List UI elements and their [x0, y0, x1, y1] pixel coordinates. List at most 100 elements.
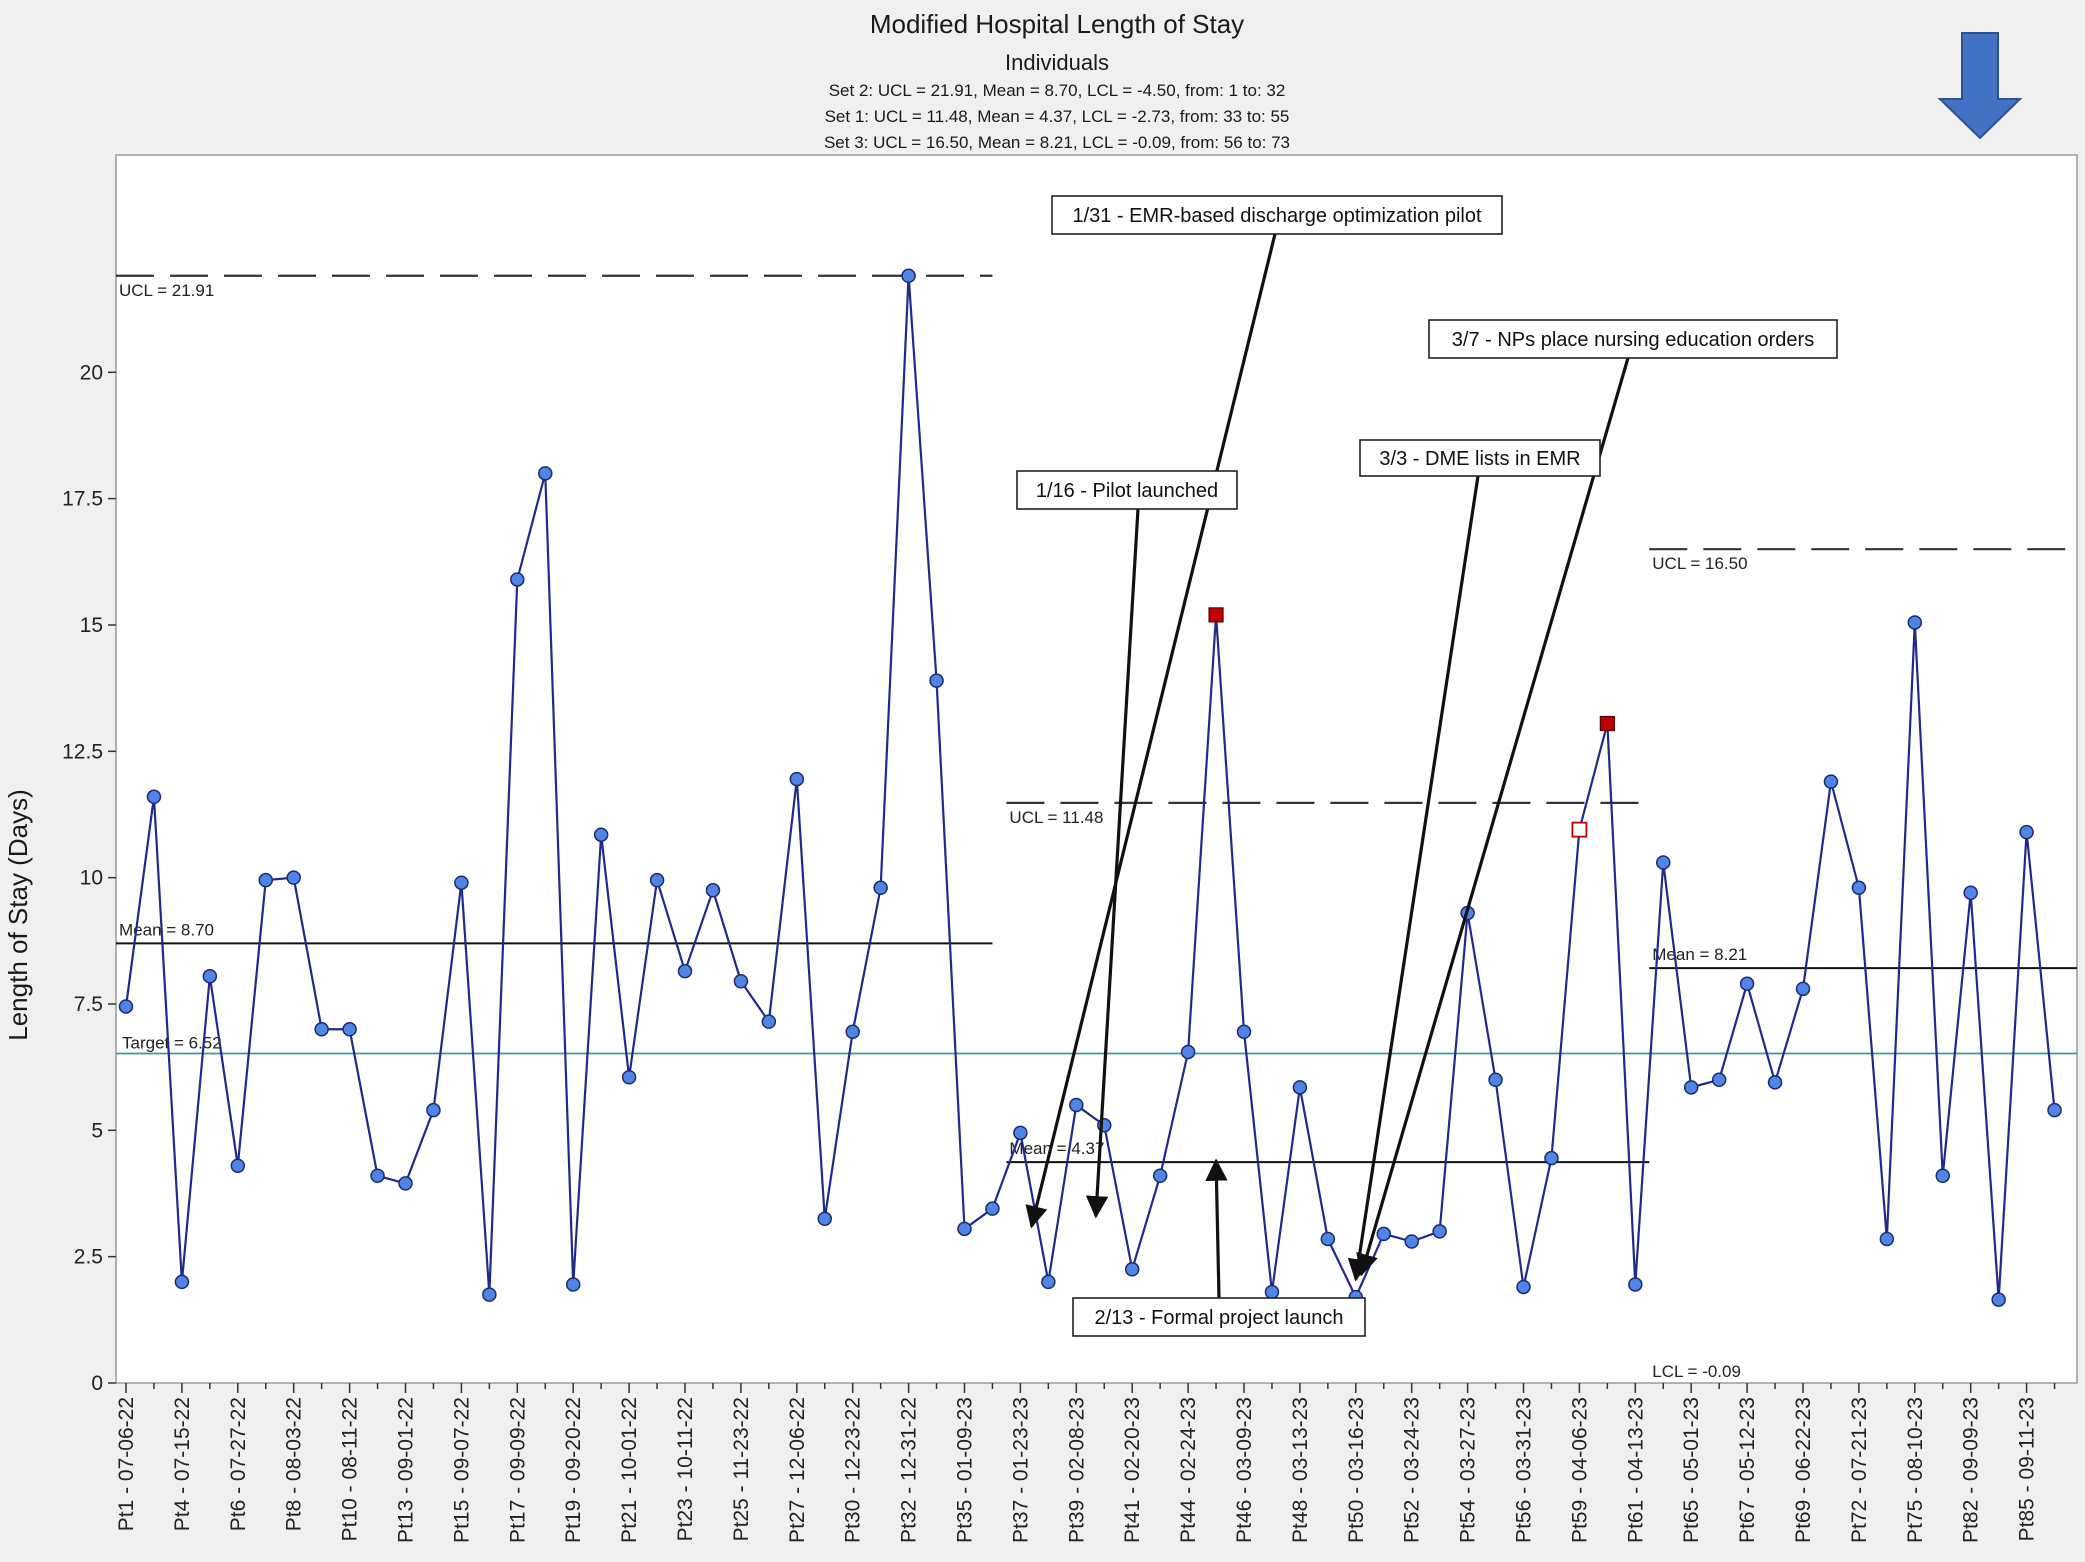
y-tick-label: 12.5	[62, 740, 103, 763]
data-point	[370, 1168, 385, 1184]
x-tick-label: Pt17 - 09-09-22	[506, 1397, 529, 1543]
data-point	[957, 1221, 972, 1237]
y-axis: 0 2.5 5 7.5 10 12.5 15 17.5 20	[62, 361, 116, 1395]
data-point	[1376, 1226, 1391, 1242]
los-series-line	[124, 275, 2056, 1300]
annotation-box	[1051, 195, 1503, 235]
data-point	[454, 875, 469, 890]
data-point	[1795, 981, 1811, 997]
data-point	[873, 880, 888, 896]
data-point	[985, 1201, 1000, 1216]
los-series	[118, 268, 2062, 1307]
x-tick-label: Pt65 - 05-01-23	[1680, 1397, 1703, 1543]
x-tick-label: Pt69 - 06-22-23	[1792, 1397, 1815, 1543]
data-point	[118, 999, 134, 1014]
data-point	[1767, 1075, 1783, 1090]
down-arrow-icon	[1937, 32, 2023, 140]
x-tick-label: Pt85 - 09-11-23	[2016, 1397, 2039, 1541]
data-point	[621, 1070, 637, 1085]
data-point	[705, 883, 721, 898]
set-3-summary: Set 3: UCL = 16.50, Mean = 8.21, LCL = -…	[824, 133, 1290, 152]
data-point	[1124, 1262, 1140, 1277]
y-tick-label: 10	[80, 867, 103, 890]
x-tick-label: Pt75 - 08-10-23	[1904, 1397, 1927, 1543]
data-point	[2019, 824, 2034, 840]
x-tick-label: Pt82 - 09-09-23	[1960, 1397, 1983, 1543]
x-tick-label: Pt67 - 05-12-23	[1736, 1397, 1759, 1543]
data-point	[398, 1176, 413, 1191]
y-tick-label: 0	[91, 1372, 103, 1395]
x-tick-label: Pt37 - 01-23-23	[1009, 1397, 1032, 1543]
data-point	[677, 963, 693, 979]
x-tick-label: Pt19 - 09-20-22	[562, 1397, 585, 1543]
data-point	[482, 1287, 497, 1302]
x-tick-label: Pt56 - 03-31-23	[1513, 1397, 1536, 1543]
annotation-label: 3/7 - NPs place nursing education orders	[1452, 329, 1814, 351]
y-tick-label: 2.5	[74, 1246, 103, 1269]
x-tick-label: Pt50 - 03-16-23	[1345, 1397, 1368, 1543]
control-limits: Target = 6.52 UCL = 21.91 Mean = 8.70 UCL =…	[116, 274, 2077, 1381]
annotation-arrow	[1356, 357, 1630, 1277]
y-tick-label: 15	[80, 614, 103, 637]
data-point	[1935, 1168, 1950, 1184]
ucl-label: UCL = 21.91	[119, 281, 214, 300]
data-point	[1683, 1080, 1699, 1095]
data-point	[426, 1102, 441, 1118]
x-tick-label: Pt46 - 03-09-23	[1233, 1397, 1256, 1543]
ucl-label: UCL = 11.48	[1009, 808, 1103, 827]
x-tick-label: Pt27 - 12-06-22	[786, 1397, 809, 1543]
data-point	[1180, 1044, 1196, 1060]
data-point	[1404, 1234, 1419, 1249]
data-point	[1320, 1231, 1336, 1247]
x-tick-label: Pt54 - 03-27-23	[1457, 1397, 1480, 1543]
plot-area	[115, 154, 2078, 1384]
data-point	[1013, 1125, 1028, 1141]
x-tick-label: Pt35 - 01-09-23	[954, 1397, 977, 1543]
data-point	[565, 1277, 581, 1292]
x-tick-label: Pt1 - 07-06-22	[115, 1397, 138, 1531]
ucl-label: UCL = 16.50	[1652, 554, 1747, 573]
annotation-label: 1/31 - EMR-based discharge optimization …	[1072, 205, 1482, 227]
x-tick-label: Pt48 - 03-13-23	[1289, 1397, 1312, 1543]
data-point	[174, 1274, 190, 1290]
mean-label: Mean = 8.21	[1652, 945, 1747, 964]
annotation-box	[1072, 1297, 1366, 1337]
x-tick-label: Pt23 - 10-11-22	[674, 1397, 697, 1541]
y-tick-label: 20	[80, 361, 103, 384]
data-point	[789, 771, 805, 787]
x-tick-label: Pt13 - 09-01-22	[395, 1397, 418, 1543]
flagged-point-hollow	[1571, 821, 1588, 838]
x-tick-label: Pt72 - 07-21-23	[1848, 1397, 1871, 1543]
data-point	[733, 973, 749, 989]
data-point	[258, 872, 273, 888]
data-point	[845, 1024, 860, 1040]
data-point	[1069, 1097, 1084, 1113]
data-point	[538, 466, 553, 481]
y-axis-label: Length of Stay (Days)	[3, 789, 33, 1040]
x-tick-label: Pt25 - 11-23-22	[730, 1397, 753, 1541]
data-point	[1292, 1080, 1308, 1095]
x-tick-label: Pt39 - 02-08-23	[1065, 1397, 1088, 1543]
data-point	[314, 1022, 329, 1037]
data-point	[146, 789, 162, 805]
annotation-box	[1359, 439, 1601, 477]
data-point	[1851, 880, 1867, 896]
x-tick-label: Pt21 - 10-01-22	[618, 1397, 641, 1543]
data-point	[202, 968, 218, 984]
y-tick-label: 7.5	[74, 993, 103, 1016]
flagged-point	[1599, 715, 1615, 732]
data-point	[901, 268, 916, 284]
y-tick-label: 5	[91, 1119, 103, 1142]
data-point	[1991, 1292, 2006, 1307]
x-tick-label: Pt10 - 08-11-22	[339, 1397, 362, 1541]
annotations: 1/31 - EMR-based discharge optimization …	[1016, 195, 1838, 1337]
y-tick-label: 17.5	[62, 488, 103, 511]
annotation-box	[1016, 470, 1238, 510]
x-tick-label: Pt44 - 02-24-23	[1177, 1397, 1200, 1543]
lcl-label: LCL = -0.09	[1652, 1362, 1741, 1381]
data-point	[1628, 1277, 1643, 1292]
x-tick-label: Pt30 - 12-23-22	[842, 1397, 865, 1543]
data-point	[929, 673, 944, 688]
x-tick-label: Pt52 - 03-24-23	[1401, 1397, 1424, 1543]
set-2-summary: Set 2: UCL = 21.91, Mean = 8.70, LCL = -…	[829, 81, 1286, 100]
